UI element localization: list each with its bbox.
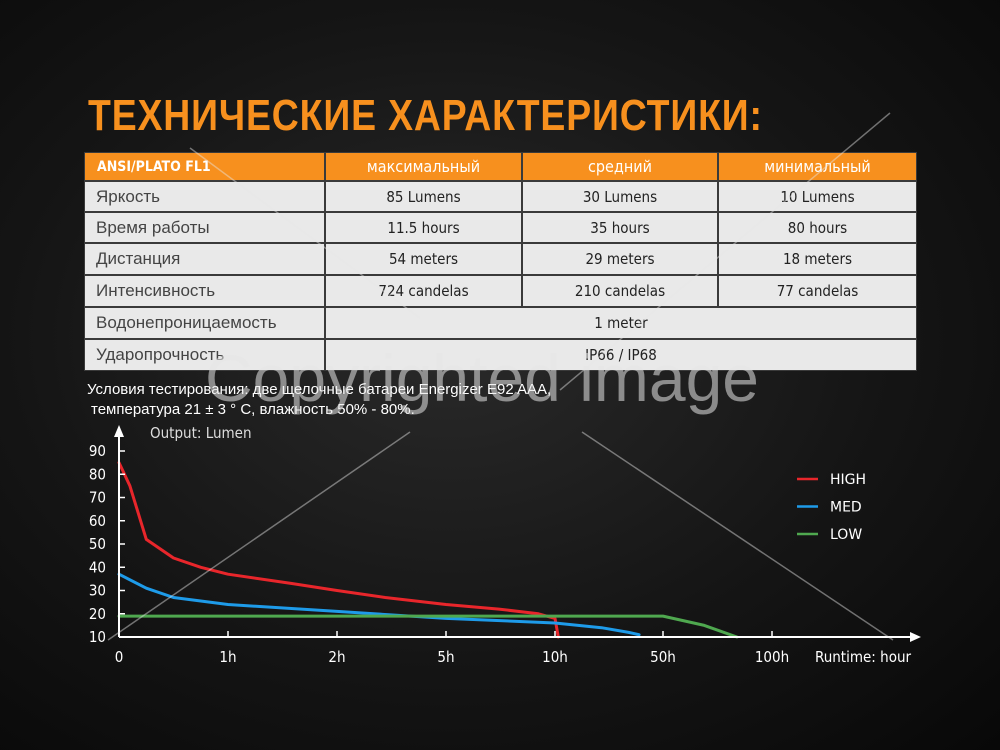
intensity-mid: 210 candelas <box>522 275 718 307</box>
y-tick-label: 70 <box>89 489 106 507</box>
y-tick-label: 20 <box>89 605 106 623</box>
runtime-mid: 35 hours <box>522 212 718 243</box>
brightness-max: 85 Lumens <box>325 181 522 212</box>
x-tick-label: 0 <box>115 648 124 666</box>
x-tick-label: 2h <box>328 648 345 666</box>
x-axis-title: Runtime: hour <box>815 648 911 666</box>
row-label-distance: Дистанция <box>84 243 325 275</box>
x-tick-label: 100h <box>755 648 789 666</box>
legend-label-high: HIGH <box>830 472 866 488</box>
row-label-runtime: Время работы <box>84 212 325 243</box>
y-tick-label: 30 <box>89 582 106 600</box>
waterproof-value: 1 meter <box>325 307 917 339</box>
legend-label-low: LOW <box>830 527 862 543</box>
x-tick-label: 10h <box>542 648 568 666</box>
brightness-min: 10 Lumens <box>718 181 917 212</box>
table-header-max: максимальный <box>325 152 522 181</box>
x-tick-label: 50h <box>650 648 676 666</box>
row-label-waterproof: Водонепроницаемость <box>84 307 325 339</box>
y-tick-label: 90 <box>89 442 106 460</box>
distance-min: 18 meters <box>718 243 917 275</box>
test-conditions-note: Условия тестирования: две щелочные батар… <box>87 380 551 420</box>
y-tick-label: 10 <box>89 628 106 646</box>
series-line-low <box>117 614 739 639</box>
impact-value: IP66 / IP68 <box>325 339 917 371</box>
row-label-brightness: Яркость <box>84 181 325 212</box>
x-axis-arrow <box>910 632 921 642</box>
intensity-max: 724 candelas <box>325 275 522 307</box>
page-title: ТЕХНИЧЕСКИЕ ХАРАКТЕРИСТИКИ: <box>88 91 763 140</box>
x-tick-label: 5h <box>437 648 454 666</box>
brightness-mid: 30 Lumens <box>522 181 718 212</box>
series-line-med <box>117 572 641 637</box>
table-header-ansi: ANSI/PLATO FL1 <box>84 152 325 181</box>
distance-mid: 29 meters <box>522 243 718 275</box>
y-tick-label: 60 <box>89 512 106 530</box>
legend-label-med: MED <box>830 500 862 516</box>
runtime-min: 80 hours <box>718 212 917 243</box>
test-conditions-line1: Условия тестирования: две щелочные батар… <box>87 381 552 398</box>
intensity-min: 77 candelas <box>718 275 917 307</box>
y-axis-arrow <box>114 425 124 437</box>
table-header-min: минимальный <box>718 152 917 181</box>
y-tick-label: 50 <box>89 535 106 553</box>
runtime-max: 11.5 hours <box>325 212 522 243</box>
y-tick-label: 40 <box>89 558 106 576</box>
series-line-high <box>117 461 560 639</box>
y-tick-label: 80 <box>89 465 106 483</box>
distance-max: 54 meters <box>325 243 522 275</box>
y-axis-title: Output: Lumen <box>150 424 252 442</box>
row-label-impact: Ударопрочность <box>84 339 325 371</box>
spec-table: ANSI/PLATO FL1 максимальный средний мини… <box>84 152 917 371</box>
x-tick-label: 1h <box>219 648 236 666</box>
table-header-mid: средний <box>522 152 718 181</box>
test-conditions-line2: температура 21 ± 3 ° C, влажность 50% - … <box>91 401 415 418</box>
row-label-intensity: Интенсивность <box>84 275 325 307</box>
